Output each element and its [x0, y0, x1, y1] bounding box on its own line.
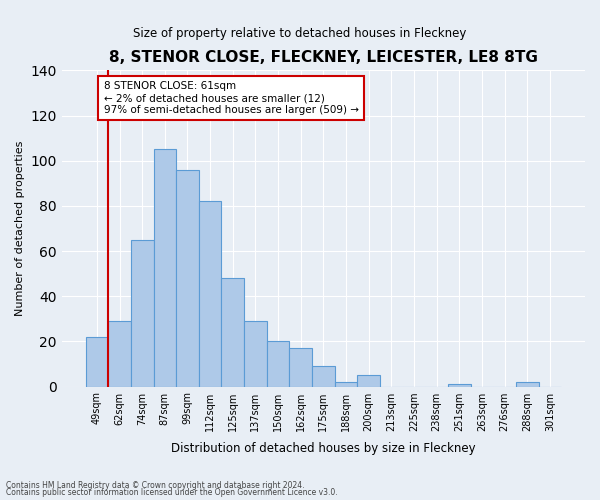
Bar: [312, 366, 335, 386]
Bar: [448, 384, 470, 386]
Bar: [244, 321, 267, 386]
Text: Contains public sector information licensed under the Open Government Licence v3: Contains public sector information licen…: [6, 488, 338, 497]
Text: 8 STENOR CLOSE: 61sqm
← 2% of detached houses are smaller (12)
97% of semi-detac: 8 STENOR CLOSE: 61sqm ← 2% of detached h…: [104, 82, 359, 114]
Y-axis label: Number of detached properties: Number of detached properties: [15, 140, 25, 316]
Bar: [221, 278, 244, 386]
Title: 8, STENOR CLOSE, FLECKNEY, LEICESTER, LE8 8TG: 8, STENOR CLOSE, FLECKNEY, LEICESTER, LE…: [109, 50, 538, 65]
Bar: [131, 240, 154, 386]
X-axis label: Distribution of detached houses by size in Fleckney: Distribution of detached houses by size …: [171, 442, 476, 455]
Bar: [289, 348, 312, 387]
Bar: [86, 337, 108, 386]
Bar: [176, 170, 199, 386]
Bar: [267, 342, 289, 386]
Bar: [516, 382, 539, 386]
Bar: [154, 150, 176, 386]
Bar: [335, 382, 358, 386]
Text: Contains HM Land Registry data © Crown copyright and database right 2024.: Contains HM Land Registry data © Crown c…: [6, 480, 305, 490]
Text: Size of property relative to detached houses in Fleckney: Size of property relative to detached ho…: [133, 26, 467, 40]
Bar: [108, 321, 131, 386]
Bar: [199, 202, 221, 386]
Bar: [358, 375, 380, 386]
